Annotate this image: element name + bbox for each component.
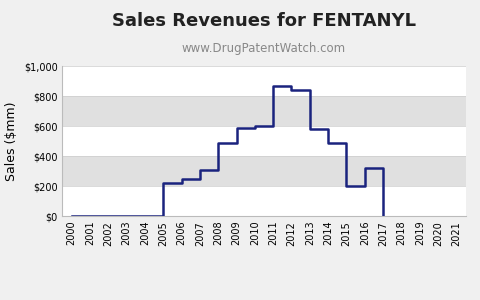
- Bar: [62, 156, 466, 186]
- Text: www.DrugPatentWatch.com: www.DrugPatentWatch.com: [182, 42, 346, 55]
- Y-axis label: Sales ($mm): Sales ($mm): [5, 101, 18, 181]
- Bar: [62, 96, 466, 126]
- Text: Sales Revenues for FENTANYL: Sales Revenues for FENTANYL: [112, 12, 416, 30]
